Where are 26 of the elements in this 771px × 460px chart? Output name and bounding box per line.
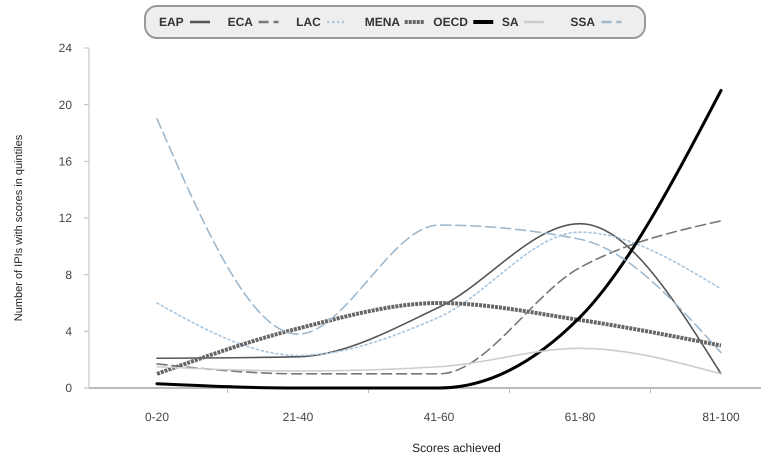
y-tick-label: 16 xyxy=(58,154,72,169)
y-tick-label: 8 xyxy=(65,268,72,282)
y-tick-label: 20 xyxy=(58,98,72,112)
legend-label: ECA xyxy=(228,15,254,29)
x-tick-label: 81-100 xyxy=(702,410,740,424)
legend-label: SSA xyxy=(570,15,596,29)
line-series xyxy=(156,89,722,390)
line-series xyxy=(155,301,723,376)
line-series xyxy=(156,348,722,375)
line-series xyxy=(156,231,722,356)
x-tick-label: 21-40 xyxy=(282,410,314,424)
y-tick-label: 12 xyxy=(58,211,72,226)
x-tick-label: 61-80 xyxy=(564,410,596,424)
x-axis-title: Scores achieved xyxy=(412,441,501,455)
line-series xyxy=(156,118,722,354)
y-tick-label: 24 xyxy=(58,41,72,56)
legend-label: OECD xyxy=(433,15,468,29)
legend-label: MENA xyxy=(364,15,400,29)
legend-label: LAC xyxy=(296,15,322,29)
y-axis-title: Number of IPIs with scores in quintiles xyxy=(13,134,25,322)
legend-label: EAP xyxy=(159,15,184,29)
x-tick-label: 41-60 xyxy=(424,410,455,424)
y-tick-label: 0 xyxy=(65,381,72,396)
legend-label: SA xyxy=(502,15,519,29)
y-tick-label: 4 xyxy=(65,324,72,339)
x-tick-label: 0-20 xyxy=(144,410,170,424)
